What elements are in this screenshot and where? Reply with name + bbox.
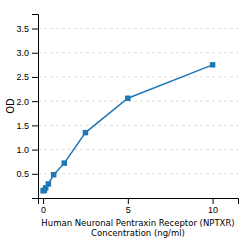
plot-area: 0 5 10 0.5 1.0 1.5 2.0 2.5 3.0 3.5 <box>16 15 238 216</box>
tick: 1.5 <box>16 121 38 131</box>
grid-line <box>38 125 238 126</box>
tick-mark <box>32 125 38 126</box>
y-axis-title: OD <box>5 98 16 114</box>
y-axis: 0.5 1.0 1.5 2.0 2.5 3.0 3.5 <box>16 15 38 199</box>
grid-line <box>38 173 238 174</box>
marker <box>46 181 51 186</box>
grid <box>38 29 238 174</box>
tick-mark <box>128 198 129 204</box>
chart: 0 5 10 0.5 1.0 1.5 2.0 2.5 3.0 3.5 Human Neuronal … <box>0 0 250 250</box>
tick-mark <box>32 101 38 102</box>
grid-line <box>38 52 238 53</box>
tick-label: 0.5 <box>16 169 29 179</box>
x-axis-title-line: Concentration (ng/ml) <box>91 228 185 238</box>
marker <box>210 62 215 67</box>
tick-label: 1.5 <box>16 121 29 131</box>
tick: 0 <box>41 198 46 215</box>
x-axis-title: Human Neuronal Pentraxin Receptor (NPTXR… <box>41 218 234 238</box>
tick-label: 2.0 <box>16 97 29 107</box>
tick-label: 5 <box>126 205 131 215</box>
grid-line <box>38 149 238 150</box>
tick-label: 2.5 <box>16 72 29 82</box>
tick-mark <box>32 77 38 78</box>
y-axis-line <box>32 15 39 199</box>
tick-label: 3.5 <box>16 24 29 34</box>
grid-line <box>38 28 238 29</box>
line <box>43 65 212 191</box>
tick: 3.0 <box>16 48 38 58</box>
tick-mark <box>32 53 38 54</box>
x-axis-line <box>39 199 239 205</box>
tick: 1.0 <box>16 145 38 155</box>
tick-label: 10 <box>208 205 218 215</box>
tick: 0.5 <box>16 169 38 179</box>
tick: 2.0 <box>16 97 38 107</box>
marker <box>62 160 67 165</box>
tick-mark <box>32 150 38 151</box>
tick-mark <box>32 29 38 30</box>
tick: 2.5 <box>16 72 38 82</box>
tick: 3.5 <box>16 24 38 34</box>
tick-mark <box>32 174 38 175</box>
tick-label: 1.0 <box>16 145 29 155</box>
grid-line <box>38 76 238 77</box>
tick-label: 3.0 <box>16 48 29 58</box>
marker <box>83 130 88 135</box>
tick: 5 <box>126 198 131 215</box>
grid-line <box>38 101 238 102</box>
x-axis: 0 5 10 <box>39 198 239 215</box>
tick-mark <box>43 198 44 204</box>
x-axis-title-line: Human Neuronal Pentraxin Receptor (NPTXR… <box>41 218 234 228</box>
series-group <box>40 62 215 193</box>
tick-label: 0 <box>41 205 46 215</box>
tick: 10 <box>208 198 218 215</box>
marker <box>51 172 56 177</box>
tick-mark <box>213 198 214 204</box>
marker <box>125 96 130 101</box>
